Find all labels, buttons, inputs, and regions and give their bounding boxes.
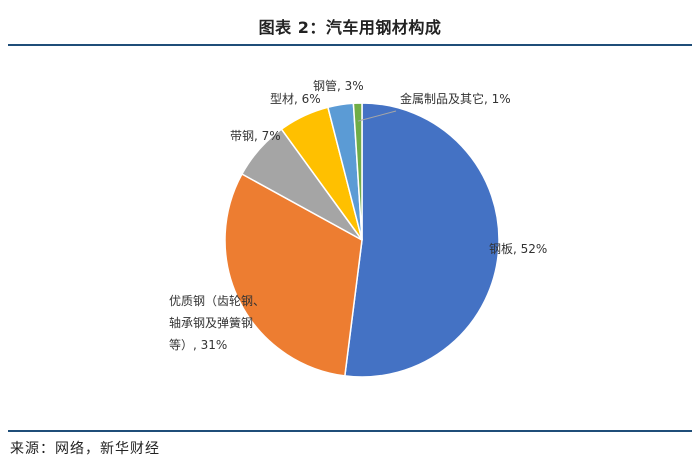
slice-label-5: 钢管, 3%: [313, 78, 364, 93]
pie-slice-2: [224, 172, 363, 377]
pie-slices: [224, 102, 500, 378]
pie-slice-6: [352, 102, 363, 241]
slice-label-1: 钢板, 52%: [489, 242, 547, 256]
top-rule: [8, 44, 692, 46]
bottom-rule: [8, 430, 692, 432]
slice-label-2: 优质钢（齿轮钢、轴承钢及弹簧钢等）, 31%: [169, 294, 265, 352]
slice-label-3: 带钢, 7%: [230, 129, 281, 143]
pie-slice-1: [343, 102, 500, 378]
leader-line: [357, 110, 397, 122]
slice-label-6: 金属制品及其它, 1%: [400, 91, 511, 106]
chart-title: 图表 2：汽车用钢材构成: [258, 18, 442, 37]
pie-labels: 钢板, 52% 优质钢（齿轮钢、轴承钢及弹簧钢等）, 31% 带钢, 7% 型材, 6…: [169, 78, 547, 352]
slice-label-4: 型材, 6%: [270, 92, 321, 106]
source-note: 来源：网络，新华财经: [10, 441, 160, 457]
